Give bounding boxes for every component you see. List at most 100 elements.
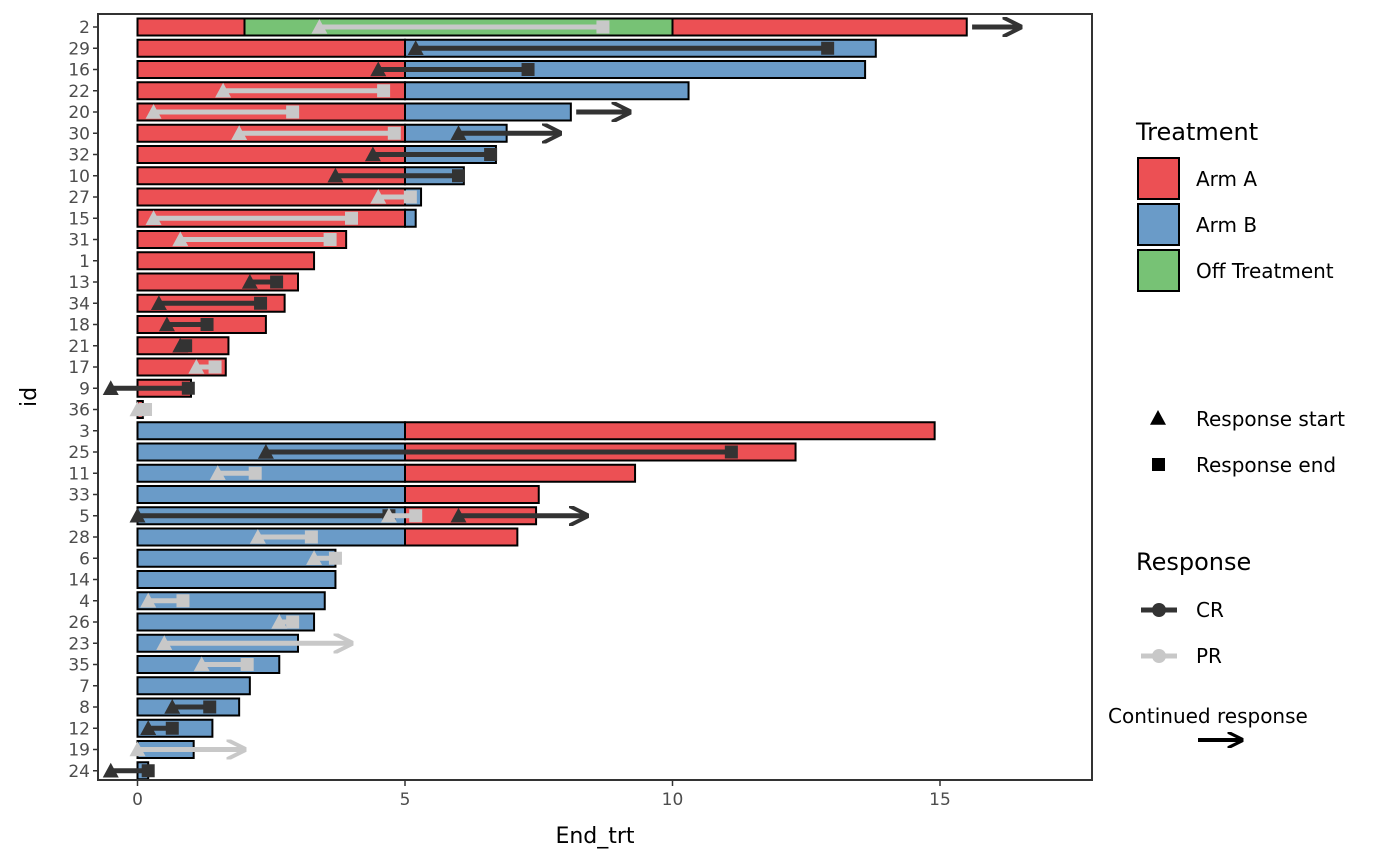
response-start-marker bbox=[140, 720, 157, 736]
y-axis-title: id bbox=[17, 387, 42, 407]
legend-triangle-marker bbox=[1150, 410, 1166, 425]
bar-segment bbox=[136, 272, 299, 292]
legend-treatment-label: Arm A bbox=[1196, 167, 1257, 191]
response-end-marker bbox=[387, 126, 401, 140]
y-tick-label: 8 bbox=[79, 698, 90, 718]
y-tick-label: 11 bbox=[68, 464, 90, 484]
bar-segment bbox=[136, 463, 406, 483]
response-start-marker bbox=[209, 465, 226, 481]
response-end-marker bbox=[179, 339, 193, 353]
bar-segment bbox=[136, 357, 227, 377]
response-start-marker bbox=[364, 146, 381, 162]
legend-continued-label: Continued response bbox=[1108, 704, 1308, 728]
response-start-marker bbox=[257, 444, 274, 459]
y-tick-label: 1 bbox=[79, 252, 90, 272]
response-start-marker bbox=[215, 82, 232, 98]
response-end-marker bbox=[304, 530, 318, 544]
x-tick-label: 5 bbox=[400, 790, 411, 810]
y-tick-label: 2 bbox=[79, 18, 90, 38]
response-start-marker bbox=[156, 635, 173, 651]
response-end-marker bbox=[403, 190, 417, 204]
y-tick-label: 19 bbox=[68, 741, 90, 761]
response-start-marker bbox=[241, 274, 258, 289]
legend-swatch bbox=[1137, 157, 1180, 200]
response-end-marker bbox=[821, 41, 835, 55]
response-start-marker bbox=[271, 614, 288, 629]
y-tick-label: 13 bbox=[68, 273, 90, 293]
bar-segment bbox=[136, 570, 337, 589]
bar-segment bbox=[136, 485, 406, 504]
response-start-marker bbox=[145, 104, 162, 119]
legend-response-label: PR bbox=[1196, 644, 1222, 668]
legend-treatment-label: Arm B bbox=[1196, 213, 1257, 237]
response-end-marker bbox=[270, 275, 284, 289]
response-start-marker bbox=[370, 189, 387, 204]
response-start-marker bbox=[407, 40, 424, 56]
y-tick-label: 17 bbox=[68, 358, 90, 378]
response-start-marker bbox=[306, 550, 323, 566]
y-tick-label: 7 bbox=[79, 677, 90, 697]
response-end-marker bbox=[208, 360, 222, 374]
response-start-marker bbox=[102, 380, 119, 396]
bar-segment bbox=[136, 421, 406, 441]
response-end-marker bbox=[139, 403, 153, 416]
response-start-marker bbox=[231, 125, 248, 141]
bar-segment bbox=[136, 145, 406, 164]
bar-segment bbox=[136, 612, 316, 632]
y-tick-label: 25 bbox=[68, 443, 90, 463]
bar-segment bbox=[404, 463, 637, 483]
bar-segment bbox=[404, 81, 690, 101]
y-tick-label: 15 bbox=[68, 209, 90, 229]
y-tick-label: 34 bbox=[68, 294, 90, 314]
plot-area bbox=[102, 17, 1021, 781]
legend-treatment-title: Treatment bbox=[1135, 118, 1258, 146]
legend-response-label: CR bbox=[1196, 598, 1224, 622]
response-end-marker bbox=[484, 148, 498, 161]
bar-segment bbox=[404, 485, 540, 504]
legend: Treatment Arm A Arm B Off Treatment Response… bbox=[1108, 118, 1345, 740]
bar-segment bbox=[404, 421, 936, 441]
response-start-marker bbox=[450, 507, 467, 523]
bar-segment bbox=[404, 102, 572, 122]
response-end-marker bbox=[724, 445, 738, 459]
bar-segment bbox=[136, 60, 406, 79]
bar-segment bbox=[404, 208, 417, 228]
legend-swatch bbox=[1137, 249, 1180, 292]
x-tick-label: 0 bbox=[132, 790, 143, 810]
response-start-marker bbox=[450, 125, 467, 141]
response-end-marker bbox=[452, 169, 465, 183]
y-tick-label: 5 bbox=[79, 507, 90, 527]
y-tick-label: 22 bbox=[68, 82, 90, 102]
response-end-marker bbox=[165, 721, 179, 735]
bar-segment bbox=[136, 17, 246, 37]
response-end-marker bbox=[323, 233, 337, 246]
response-start-marker bbox=[249, 529, 266, 544]
response-end-marker bbox=[181, 381, 195, 395]
y-tick-label: 3 bbox=[79, 422, 90, 442]
response-end-marker bbox=[240, 658, 254, 671]
response-start-marker bbox=[129, 741, 146, 757]
y-tick-label: 12 bbox=[68, 719, 90, 739]
response-end-marker bbox=[409, 509, 423, 523]
y-tick-label: 4 bbox=[79, 592, 90, 612]
y-tick-label: 36 bbox=[68, 401, 90, 421]
y-tick-label: 20 bbox=[68, 103, 90, 123]
x-tick-label: 15 bbox=[929, 790, 951, 810]
response-start-marker bbox=[140, 592, 157, 608]
response-end-marker bbox=[345, 211, 358, 225]
response-end-marker bbox=[286, 615, 300, 629]
y-tick-label: 29 bbox=[68, 39, 90, 59]
response-start-marker bbox=[311, 19, 328, 34]
bar-segment bbox=[136, 251, 316, 271]
response-start-marker bbox=[158, 316, 175, 332]
legend-treatment-label: Off Treatment bbox=[1196, 259, 1334, 283]
y-tick-label: 28 bbox=[68, 528, 90, 548]
legend-marker-label: Response end bbox=[1196, 453, 1336, 477]
legend-response-dot bbox=[1152, 649, 1166, 663]
response-start-marker bbox=[193, 656, 210, 672]
y-tick-label: 24 bbox=[68, 762, 90, 782]
y-tick-label: 16 bbox=[68, 61, 90, 81]
response-start-marker bbox=[102, 762, 119, 778]
axes: 2291622203032102715311133418211793632511… bbox=[17, 13, 1093, 849]
y-tick-label: 32 bbox=[68, 146, 90, 166]
